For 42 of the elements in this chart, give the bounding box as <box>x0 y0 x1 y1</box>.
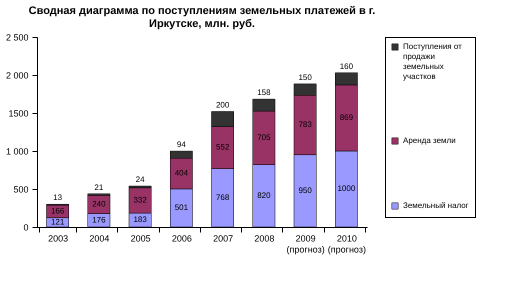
data-label: 820 <box>257 190 272 200</box>
data-label: 869 <box>340 112 354 122</box>
y-tick-label: 2 500 <box>6 32 28 42</box>
data-label: 121 <box>50 217 65 226</box>
data-label: 1000 <box>337 184 356 193</box>
y-tick-label: 1500 <box>8 108 28 118</box>
chart-title: Сводная диаграмма по поступлениям земельных платежей в г. Иркутске, млн. руб. <box>28 5 376 30</box>
data-label: 501 <box>174 202 189 212</box>
x-tick-label: 2010 (прогноз) <box>328 234 366 254</box>
data-label: 150 <box>298 72 312 82</box>
x-tick-label: 2004 <box>89 234 110 244</box>
data-label: 705 <box>257 132 272 142</box>
x-tick-label: 2007 <box>213 234 234 244</box>
y-tick-label: 1 000 <box>6 146 28 156</box>
legend-label: Поступления от продажи земельных участков <box>403 42 462 81</box>
y-tick-label: 500 <box>13 184 28 194</box>
x-tick-label: 2009 (прогноз) <box>286 234 325 254</box>
y-tick-label: 0 <box>23 222 28 232</box>
x-tick-label: 2003 <box>48 234 68 244</box>
data-label: 94 <box>176 140 186 150</box>
data-label: 160 <box>340 62 354 71</box>
data-label: 200 <box>216 100 230 110</box>
x-tick-label: 2006 <box>172 234 192 244</box>
data-label: 768 <box>216 192 230 202</box>
data-label: 552 <box>216 142 230 152</box>
x-tick-label: 2005 <box>130 234 151 244</box>
data-label: 166 <box>50 206 65 216</box>
legend-label: Аренда земли <box>403 136 456 145</box>
legend-label: Земельный налог <box>403 201 469 210</box>
data-label: 404 <box>174 168 189 178</box>
data-label: 24 <box>136 175 146 184</box>
data-label: 950 <box>298 186 312 195</box>
data-label: 183 <box>133 215 148 224</box>
data-label: 240 <box>92 200 106 209</box>
data-label: 13 <box>53 193 63 202</box>
x-tick-label: 2008 <box>254 234 274 244</box>
data-label: 176 <box>92 215 106 224</box>
y-tick-label: 2 000 <box>6 70 28 80</box>
data-label: 332 <box>133 195 148 204</box>
data-label: 21 <box>94 182 104 192</box>
data-label: 158 <box>257 88 272 98</box>
data-label: 783 <box>298 120 312 130</box>
